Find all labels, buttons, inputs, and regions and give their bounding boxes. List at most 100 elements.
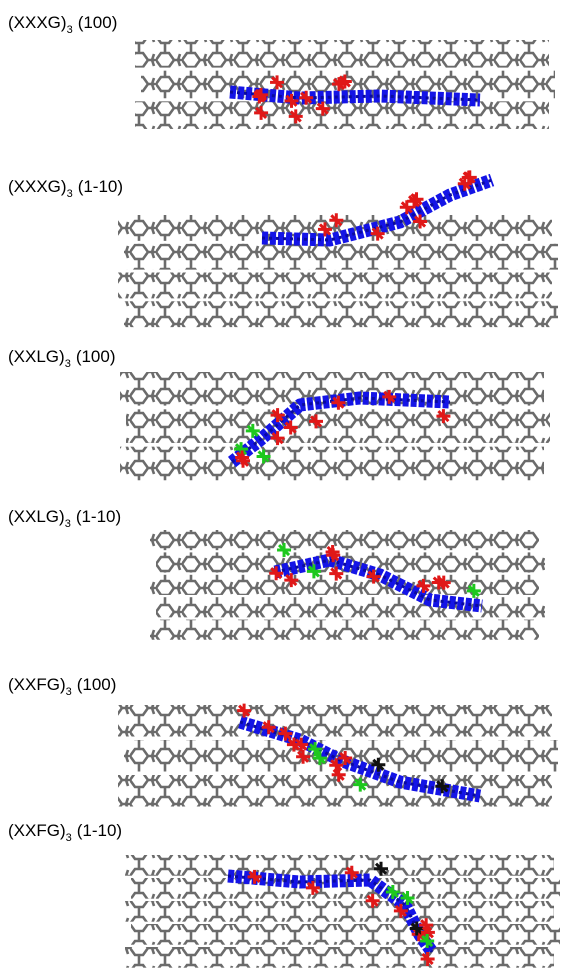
subscript: 3 <box>67 188 73 200</box>
side-chain <box>309 414 324 429</box>
panel-label: (XXLG)3 (1-10) <box>8 507 121 530</box>
cellulose-chain <box>156 597 545 618</box>
side-chain <box>462 170 477 185</box>
side-chain <box>306 564 321 579</box>
side-chain <box>370 226 385 241</box>
molecule-name: (XXXG) <box>8 177 67 196</box>
side-chain <box>420 934 435 949</box>
side-chain <box>326 548 341 563</box>
cellulose-chain <box>131 924 560 945</box>
side-chain <box>237 703 252 718</box>
panel-label: (XXFG)3 (1-10) <box>8 821 122 844</box>
side-chain <box>256 449 271 464</box>
cellulose-chain <box>150 619 539 640</box>
side-chain <box>270 408 285 423</box>
molecule-name: (XXFG) <box>8 675 66 694</box>
side-chain <box>366 569 381 584</box>
side-chain <box>435 779 450 794</box>
side-chain <box>288 109 303 124</box>
panel: (XXXG)3 (1-10) <box>8 170 558 328</box>
xyloglucan-backbone-detail <box>274 558 483 608</box>
side-chain <box>270 431 285 446</box>
side-chain <box>416 578 431 593</box>
panel: (XXLG)3 (100) <box>8 347 550 481</box>
side-chain <box>420 951 435 966</box>
subscript: 3 <box>67 24 73 36</box>
side-chain <box>466 583 481 598</box>
side-chain <box>296 749 311 764</box>
subscript: 3 <box>65 358 71 370</box>
facet: (1-10) <box>78 177 123 196</box>
cellulose-chain <box>135 101 549 129</box>
side-chain <box>312 751 327 766</box>
side-chain <box>382 389 397 404</box>
side-chain <box>284 93 299 108</box>
side-chain <box>344 865 359 880</box>
side-chain <box>254 105 269 120</box>
panel: (XXXG)3 (100) <box>8 13 555 129</box>
subscript: 3 <box>65 518 71 530</box>
side-chain <box>409 921 424 936</box>
side-chain <box>409 192 424 207</box>
side-chain <box>317 222 332 237</box>
facet: (100) <box>76 347 116 366</box>
panel-label: (XXLG)3 (100) <box>8 347 116 370</box>
side-chain <box>261 720 276 735</box>
cellulose-chain <box>135 40 549 68</box>
side-chain <box>284 573 299 588</box>
panel: (XXLG)3 (1-10) <box>8 507 545 640</box>
subscript: 3 <box>66 832 72 844</box>
cellulose-chain <box>150 530 539 551</box>
side-chain <box>393 903 408 918</box>
side-chain <box>329 566 344 581</box>
side-chain <box>400 891 415 906</box>
side-chain <box>365 893 380 908</box>
subscript: 3 <box>66 686 72 698</box>
side-chain <box>353 777 368 792</box>
side-chain <box>329 213 344 228</box>
side-chain <box>431 575 446 590</box>
side-chain <box>385 884 400 899</box>
side-chain <box>299 90 314 105</box>
side-chain <box>269 566 284 581</box>
side-chain <box>419 918 434 933</box>
panel-label: (XXFG)3 (100) <box>8 675 116 698</box>
side-chain <box>235 450 250 465</box>
side-chain <box>331 77 346 92</box>
side-chain <box>270 75 285 90</box>
side-chain <box>331 395 346 410</box>
cellulose-chain <box>125 855 554 876</box>
cellulose-chain <box>118 775 552 807</box>
cellulose-chain <box>126 409 550 443</box>
side-chain <box>338 751 353 766</box>
facet: (1-10) <box>77 821 122 840</box>
molecule-name: (XXLG) <box>8 507 65 526</box>
side-chain <box>278 726 293 741</box>
xyloglucan-backbone-detail <box>231 396 451 464</box>
molecule-name: (XXXG) <box>8 13 67 32</box>
side-chain <box>305 880 320 895</box>
side-chain <box>277 543 292 558</box>
side-chain <box>371 757 386 772</box>
cellulose-chain <box>124 243 558 270</box>
side-chain <box>399 200 414 215</box>
cellulose-chain <box>118 705 552 737</box>
side-chain <box>252 89 267 104</box>
side-chain <box>331 767 346 782</box>
cellulose-chain <box>118 272 552 299</box>
side-chain <box>245 423 260 438</box>
cellulose-chain <box>124 301 558 328</box>
side-chain <box>436 409 451 424</box>
molecule-name: (XXFG) <box>8 821 66 840</box>
side-chain <box>283 420 298 435</box>
xyloglucan-backbone-detail <box>239 720 481 798</box>
side-chain <box>315 101 330 116</box>
cellulose-chain <box>125 947 554 968</box>
cellulose-chain <box>120 446 544 481</box>
facet: (100) <box>78 13 118 32</box>
panel: (XXFG)3 (100) <box>8 675 558 807</box>
facet: (1-10) <box>76 507 121 526</box>
side-chain <box>413 214 428 229</box>
cellulose-chain <box>125 901 554 922</box>
